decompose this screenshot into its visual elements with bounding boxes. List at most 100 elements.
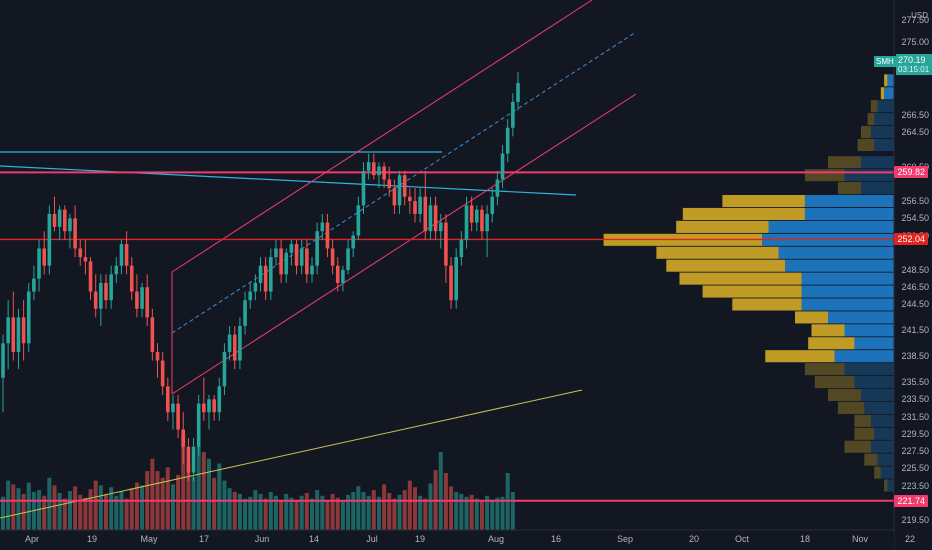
profile-row-gold — [808, 337, 855, 350]
volume-bar — [129, 488, 134, 530]
candle-body — [145, 287, 149, 318]
candle-body — [387, 179, 392, 189]
candle-body — [449, 265, 453, 301]
volume-bar — [57, 492, 62, 530]
profile-row-blue — [870, 126, 894, 139]
candle-body — [377, 166, 381, 176]
candle-body — [454, 257, 458, 301]
profile-row-blue — [884, 87, 894, 100]
volume-bar — [196, 446, 201, 530]
candle-body — [330, 248, 335, 266]
profile-row-blue — [834, 350, 894, 363]
candle-body — [299, 248, 304, 266]
candle-body — [423, 196, 428, 232]
volume-bar — [335, 497, 340, 530]
profile-row-gold — [722, 195, 805, 208]
profile-row-blue — [870, 414, 894, 427]
profile-row-blue — [801, 298, 894, 311]
volume-bar — [165, 467, 170, 530]
profile-row-gold — [804, 169, 845, 182]
profile-row-gold — [795, 311, 828, 324]
candle-body — [480, 209, 484, 232]
candle-body — [413, 201, 417, 214]
profile-row-gold — [854, 427, 875, 440]
candle-body — [238, 326, 242, 361]
candle-body — [99, 282, 103, 309]
volume-bar — [366, 495, 371, 530]
candle-body — [124, 244, 129, 266]
candle-body — [408, 196, 412, 202]
candle-body — [294, 244, 299, 266]
candle-body — [402, 175, 407, 197]
volume-bar — [134, 482, 139, 530]
profile-row-gold — [867, 113, 875, 126]
candle-body — [150, 317, 155, 352]
volume-bar — [371, 490, 376, 530]
profile-row-gold — [682, 207, 805, 220]
volume-bar — [315, 490, 320, 530]
volume-bar — [438, 452, 443, 530]
candle-body — [140, 287, 144, 309]
candle-body — [42, 248, 46, 266]
candle-body — [366, 162, 371, 171]
candle-body — [269, 257, 273, 292]
candle-body — [485, 213, 489, 232]
channel-lower — [171, 93, 637, 395]
candle-body — [217, 386, 222, 413]
volume-bars — [1, 435, 515, 530]
price-axis-panel[interactable] — [894, 0, 932, 550]
candle-body — [11, 317, 16, 352]
volume-bar — [490, 499, 495, 530]
volume-bar — [243, 498, 248, 530]
candle-body — [26, 291, 31, 344]
volume-bar — [37, 490, 42, 530]
candle-body — [73, 218, 77, 249]
volume-bar — [248, 496, 253, 530]
volume-bar — [11, 484, 16, 530]
candle-body — [289, 244, 294, 253]
candle-body — [382, 166, 386, 180]
volume-bar — [340, 500, 345, 530]
candle-body — [160, 360, 165, 387]
profile-row-blue — [844, 169, 894, 182]
candle-body — [78, 248, 83, 258]
volume-bar — [150, 458, 155, 530]
volume-bar — [212, 477, 217, 530]
profile-row-gold — [884, 479, 888, 492]
profile-row-blue — [804, 195, 894, 208]
volume-bar — [88, 489, 93, 530]
volume-bar — [119, 491, 124, 530]
volume-bar — [47, 477, 52, 530]
profile-row-blue — [870, 440, 894, 453]
volume-bar — [397, 494, 402, 530]
candle-body — [341, 270, 345, 283]
volume-bar — [459, 493, 464, 530]
volume-bar — [500, 496, 505, 530]
volume-bar — [454, 492, 459, 530]
candle-body — [372, 162, 376, 176]
volume-bar — [423, 498, 428, 530]
volume-bar — [356, 486, 361, 530]
volume-bar — [104, 493, 108, 530]
time-axis-panel[interactable] — [0, 530, 894, 550]
candle-body — [433, 205, 438, 232]
candle-body — [444, 222, 448, 266]
candle-body — [109, 274, 113, 301]
profile-row-blue — [801, 272, 894, 285]
volume-bar — [83, 497, 88, 530]
volume-bar — [181, 435, 186, 530]
profile-row-gold — [765, 350, 835, 363]
volume-bar — [217, 463, 222, 530]
profile-row-blue — [844, 363, 894, 376]
volume-bar — [1, 496, 5, 530]
volume-bar — [62, 498, 67, 530]
candle-body — [356, 205, 361, 236]
candle-body — [346, 248, 350, 270]
candle-body — [1, 343, 5, 378]
profile-row-blue — [768, 220, 894, 233]
volume-bar — [284, 493, 289, 530]
volume-bar — [428, 483, 433, 530]
profile-row-blue — [861, 182, 894, 195]
volume-bar — [304, 492, 309, 530]
